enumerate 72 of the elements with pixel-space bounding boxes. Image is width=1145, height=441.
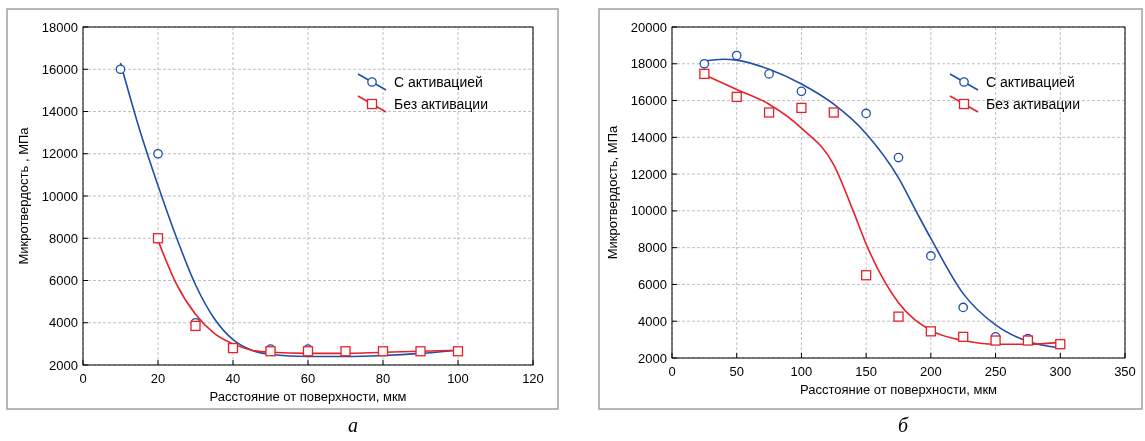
legend-label: С активацией — [394, 74, 483, 90]
y-tick-label: 18000 — [41, 19, 78, 35]
point — [190, 320, 201, 332]
legend-label: Без активации — [986, 96, 1081, 112]
point — [377, 346, 389, 357]
point — [115, 64, 126, 75]
y-tick-label: 12000 — [41, 146, 78, 162]
x-tick-label: 300 — [1049, 364, 1072, 379]
x-tick-label: 40 — [225, 371, 241, 386]
point — [796, 86, 807, 97]
x-tick-label: 80 — [375, 371, 391, 386]
point — [861, 108, 871, 119]
y-tick-label: 4000 — [49, 315, 78, 331]
point — [796, 102, 807, 114]
point — [153, 148, 163, 159]
legend-label: Без активации — [394, 96, 489, 112]
y-tick-label: 14000 — [630, 129, 667, 145]
point — [227, 342, 239, 354]
x-tick-label: 200 — [920, 364, 942, 379]
y-tick-label: 4000 — [638, 313, 667, 329]
x-tick-label: 0 — [668, 364, 676, 379]
point — [926, 251, 936, 261]
point — [893, 311, 904, 322]
point — [1055, 339, 1066, 350]
point — [958, 331, 969, 342]
y-tick-label: 12000 — [630, 166, 667, 182]
x-tick-label: 0 — [79, 371, 87, 386]
text: а — [348, 414, 358, 436]
x-tick-label: 20 — [150, 371, 166, 386]
y-tick-label: 2000 — [638, 350, 667, 366]
point — [699, 68, 710, 80]
x-tick-label: 50 — [729, 364, 744, 379]
point — [699, 58, 710, 69]
x-axis-title: Расстояние от поверхности, мкм — [799, 382, 998, 397]
y-axis-title: Микротвердость , МПа — [16, 126, 31, 265]
point — [415, 346, 426, 357]
point — [763, 107, 775, 118]
point — [828, 107, 839, 118]
point — [860, 270, 872, 281]
y-tick-label: 20000 — [630, 19, 667, 35]
y-tick-label: 14000 — [41, 104, 78, 119]
y-tick-label: 10000 — [41, 188, 78, 204]
point — [731, 50, 742, 61]
point — [925, 326, 937, 337]
point — [152, 233, 164, 244]
y-tick-label: 8000 — [49, 230, 78, 246]
point — [452, 346, 464, 357]
y-tick-label: 2000 — [49, 357, 78, 373]
point — [340, 346, 351, 357]
y-tick-label: 8000 — [638, 240, 667, 256]
y-tick-label: 10000 — [630, 203, 667, 219]
y-axis-title: Микротвердость, МПа — [605, 124, 620, 260]
y-tick-label: 6000 — [638, 276, 667, 292]
y-tick-label: 16000 — [41, 61, 78, 77]
point — [990, 335, 1001, 346]
text: б — [897, 414, 909, 436]
y-tick-label: 16000 — [630, 93, 667, 109]
x-tick-label: 60 — [300, 371, 316, 386]
x-tick-label: 150 — [855, 364, 877, 379]
x-tick-label: 350 — [1114, 364, 1136, 379]
point — [731, 91, 742, 103]
y-tick-label: 6000 — [49, 273, 78, 288]
x-axis-title: Расстояние от поверхности, мкм — [209, 389, 407, 404]
x-tick-label: 120 — [522, 371, 544, 386]
point — [893, 152, 904, 163]
x-tick-label: 250 — [984, 364, 1007, 379]
y-tick-label: 18000 — [630, 56, 667, 72]
point — [764, 69, 774, 79]
x-tick-label: 100 — [447, 371, 469, 386]
point — [958, 302, 969, 313]
x-tick-label: 100 — [790, 364, 813, 379]
legend-label: С активацией — [986, 74, 1075, 90]
